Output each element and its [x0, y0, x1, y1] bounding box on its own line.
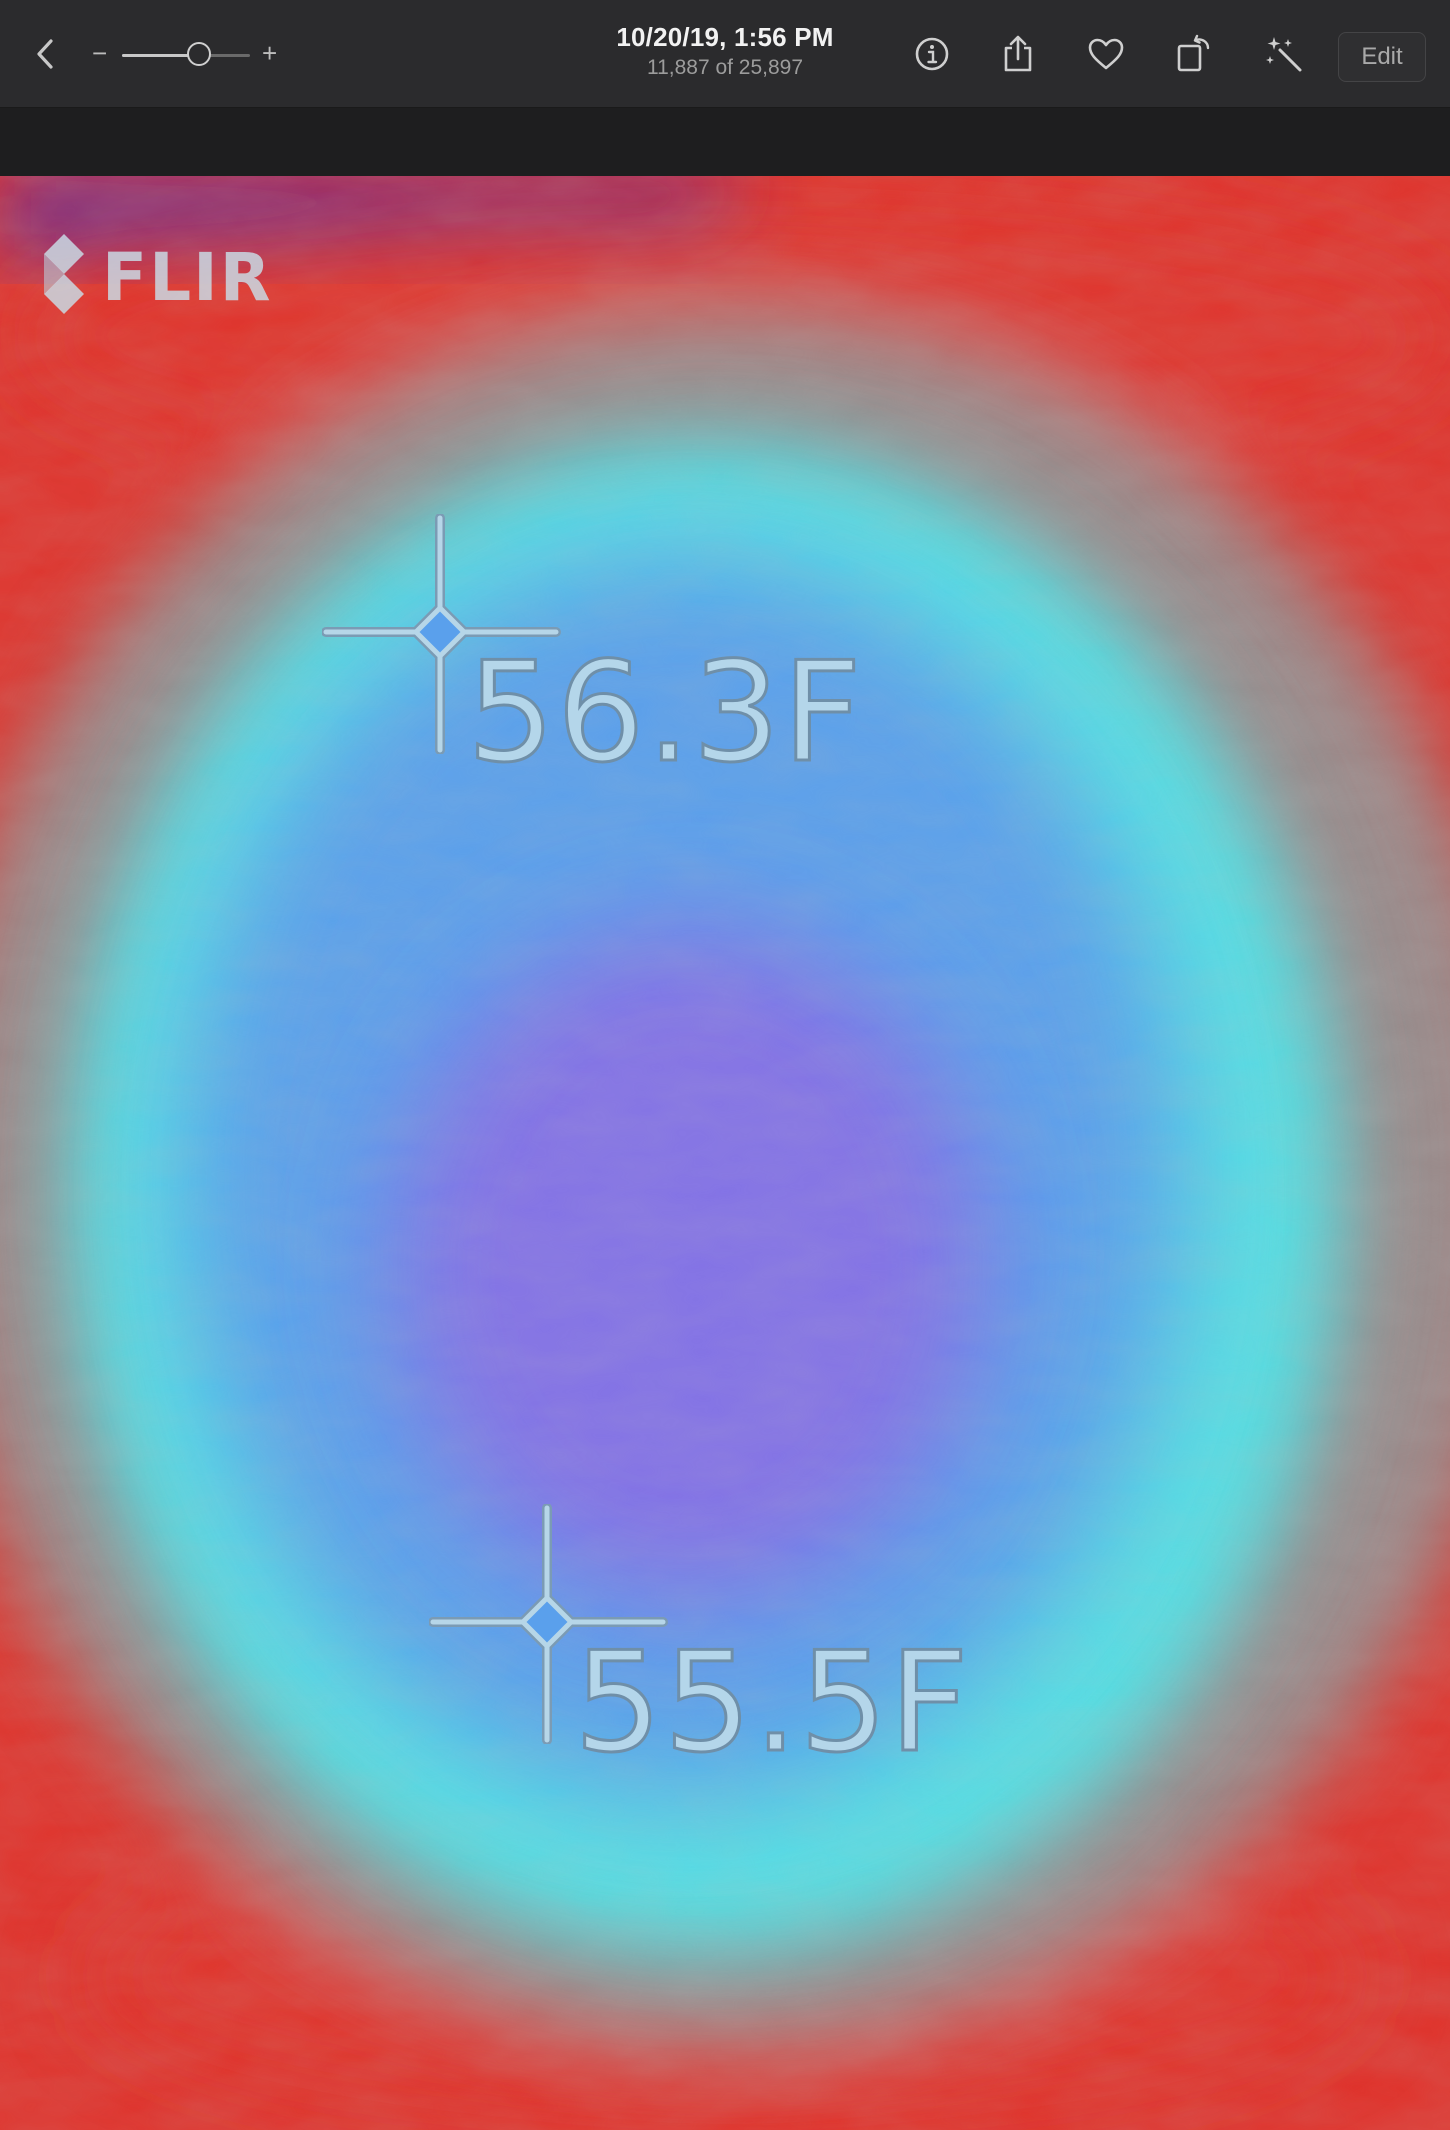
zoom-in-button[interactable]: +: [262, 38, 278, 68]
flir-logo: FLIR: [44, 234, 273, 316]
photo-count: 11,887 of 25,897: [646, 56, 804, 79]
crosshair-icon: [429, 1504, 668, 1744]
zoom-slider[interactable]: [122, 42, 250, 66]
toolbar-spacer: [0, 108, 1450, 176]
spot-temperature-label: 55.5F: [573, 1622, 971, 1783]
spot-meter-bottom: 55.5F: [429, 1504, 970, 1773]
edit-button[interactable]: Edit: [1338, 32, 1426, 82]
heart-icon: [1088, 38, 1124, 70]
spot-meter-top: 56.3F: [322, 514, 863, 783]
rotate-icon: [1177, 34, 1210, 72]
photo-date: 10/20/19, 1:56 PM: [616, 22, 834, 52]
rotate-button[interactable]: [1166, 26, 1222, 82]
info-icon: [915, 37, 949, 71]
chevron-left-icon: [37, 39, 53, 69]
thermal-image: [0, 176, 1450, 2130]
favorite-button[interactable]: [1078, 26, 1134, 82]
zoom-control: − +: [90, 34, 290, 74]
back-button[interactable]: [18, 26, 74, 82]
zoom-out-button[interactable]: −: [92, 38, 108, 68]
zoom-slider-knob[interactable]: [186, 42, 211, 66]
magic-wand-icon: [1266, 37, 1302, 72]
share-icon: [1004, 35, 1032, 72]
zoom-slider-fill: [122, 54, 199, 57]
photo-title: 10/20/19, 1:56 PM 11,887 of 25,897: [525, 20, 925, 82]
flir-logo-text: FLIR: [102, 239, 273, 316]
crosshair-icon: [322, 514, 561, 754]
share-button[interactable]: [990, 26, 1046, 82]
spot-temperature-label: 56.3F: [466, 632, 864, 793]
thermal-texture: [0, 176, 1450, 2130]
toolbar: − + 10/20/19, 1:56 PM 11,887 of 25,897: [0, 0, 1450, 108]
info-button[interactable]: [904, 26, 960, 82]
enhance-button[interactable]: [1256, 26, 1312, 82]
thermal-photo[interactable]: FLIR 56.3F: [0, 176, 1450, 2130]
